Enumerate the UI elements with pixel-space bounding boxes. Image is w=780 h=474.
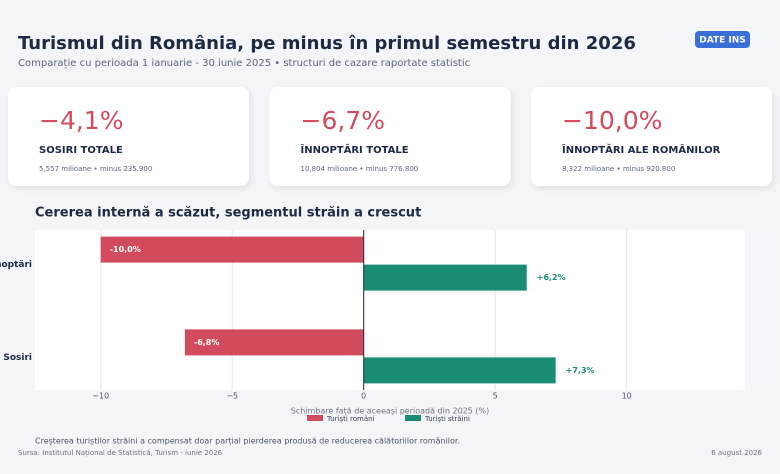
kpi-label: ÎNNOPTĂRI ALE ROMÂNILOR bbox=[562, 143, 721, 156]
legend-swatch bbox=[405, 415, 421, 421]
x-tick-label: 0 bbox=[361, 392, 366, 401]
kpi-value: −4,1% bbox=[39, 106, 123, 135]
legend-label: Turiști străini bbox=[424, 415, 470, 423]
kpi-detail: 5,557 milioane • minus 235.900 bbox=[39, 165, 152, 173]
kpi-card bbox=[8, 87, 249, 186]
page-title: Turismul din România, pe minus în primul… bbox=[18, 33, 636, 54]
footer-date: 6 august 2026 bbox=[711, 449, 762, 457]
y-tick-label: Sosiri bbox=[3, 353, 32, 363]
legend-swatch bbox=[307, 415, 323, 421]
chart-title: Cererea internă a scăzut, segmentul stră… bbox=[35, 206, 421, 221]
data-button[interactable]: DATE INS bbox=[695, 31, 750, 48]
kpi-value: −6,7% bbox=[301, 106, 385, 135]
button-label[interactable]: DATE INS bbox=[699, 36, 746, 46]
kpi-detail: 10,804 milioane • minus 776.800 bbox=[301, 165, 419, 173]
footer-note: Creșterea turiștilor străini a compensat… bbox=[35, 437, 460, 447]
button-bg[interactable] bbox=[695, 31, 750, 48]
bar bbox=[100, 236, 364, 263]
bar bbox=[363, 357, 556, 384]
x-axis-label: Schimbare față de aceeași perioadă din 2… bbox=[291, 407, 489, 417]
x-tick-label: −10 bbox=[92, 392, 109, 401]
kpi-card bbox=[531, 87, 772, 186]
kpi-label: ÎNNOPTĂRI TOTALE bbox=[301, 143, 409, 156]
bar bbox=[363, 264, 527, 291]
x-tick-label: −5 bbox=[226, 392, 238, 401]
value-label: -10,0% bbox=[110, 245, 141, 254]
kpi-card bbox=[269, 87, 511, 186]
x-tick-label: 5 bbox=[493, 392, 498, 401]
legend-label: Turiști români bbox=[326, 415, 375, 423]
footer-source: Sursa: Institutul Național de Statistică… bbox=[18, 449, 223, 458]
kpi-detail: 8,322 milioane • minus 920.800 bbox=[562, 165, 675, 173]
y-tick-label: Înnoptări bbox=[0, 258, 32, 270]
value-label: +6,2% bbox=[537, 273, 566, 282]
kpi-value: −10,0% bbox=[562, 106, 662, 135]
bar bbox=[184, 329, 364, 356]
page-subtitle: Comparație cu perioada 1 ianuarie - 30 i… bbox=[18, 58, 470, 69]
value-label: -6,8% bbox=[194, 338, 220, 347]
x-tick-label: 10 bbox=[622, 392, 632, 401]
value-label: +7,3% bbox=[566, 366, 595, 375]
kpi-label: SOSIRI TOTALE bbox=[39, 145, 123, 156]
